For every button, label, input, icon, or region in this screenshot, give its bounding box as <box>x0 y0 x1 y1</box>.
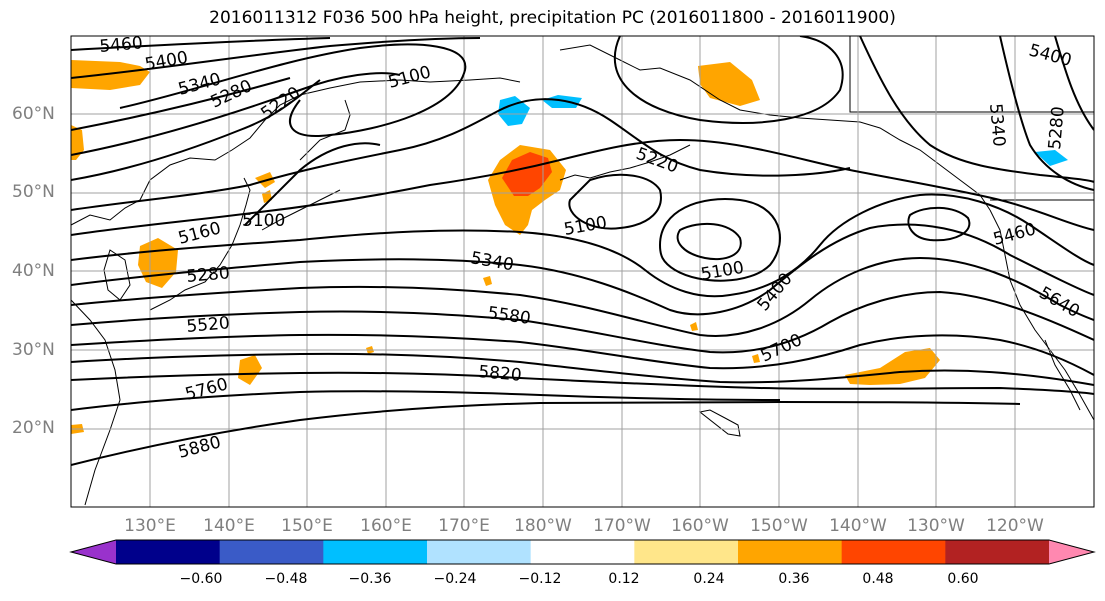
lon-label: 170°W <box>593 516 651 536</box>
colorbar-segment <box>738 540 843 564</box>
coastline-baja <box>1044 339 1081 411</box>
coastline-asia <box>71 77 521 226</box>
lon-label: 130°W <box>907 516 965 536</box>
colorbar-segment <box>945 540 1050 564</box>
colorbar-tick-label: −0.48 <box>264 571 308 587</box>
lon-label: 120°W <box>986 516 1044 536</box>
lon-label: 130°E <box>124 516 176 536</box>
coastlines <box>71 36 1094 506</box>
coastline-kamchatka <box>299 99 351 161</box>
colorbar-extend-min <box>71 540 116 564</box>
height-contours <box>71 36 1094 466</box>
contour-line <box>71 138 1094 236</box>
colorbar-segment <box>116 540 221 564</box>
contour-line <box>244 142 381 226</box>
contour-line <box>71 333 1094 376</box>
contour-label: 5520 <box>186 313 231 337</box>
colorbar-tick-label: −0.36 <box>348 571 392 587</box>
contour-label: 5280 <box>1045 106 1069 151</box>
colorbar-tick-label: 0.24 <box>693 571 725 587</box>
coastline-kurils <box>261 189 341 231</box>
lat-label: 50°N <box>12 182 55 202</box>
colorbar-segment <box>634 540 739 564</box>
contour-line <box>676 222 742 260</box>
colorbar-tick-label: −0.12 <box>518 571 562 587</box>
contour-line <box>71 223 1094 316</box>
shading-patch <box>1035 150 1068 166</box>
lat-label: 60°N <box>12 104 55 124</box>
contour-line <box>71 371 1094 395</box>
contour-line <box>71 79 321 181</box>
colorbar-segment <box>219 540 324 564</box>
contour-line <box>71 256 1094 337</box>
contour-line <box>119 43 467 137</box>
shading-patch <box>238 355 262 385</box>
shading-patch <box>502 152 552 196</box>
map-frame <box>70 35 1095 508</box>
lat-label: 30°N <box>12 340 55 360</box>
lon-label: 150°E <box>281 516 333 536</box>
contour-line <box>658 198 781 282</box>
shading-patch <box>71 60 150 90</box>
map-title: 2016011312 F036 500 hPa height, precipit… <box>209 8 896 28</box>
colorbar-segment <box>841 540 946 564</box>
colorbar-tick-label: 0.36 <box>778 571 810 587</box>
contour-line <box>71 72 401 156</box>
contour-label: 5280 <box>186 263 231 287</box>
colorbar-segments <box>71 540 1094 564</box>
colorbar-tick-label: 0.48 <box>862 571 894 587</box>
contour-line <box>1054 36 1094 131</box>
contour-label: 5340 <box>985 103 1009 148</box>
colorbar-tick-label: −0.24 <box>433 571 477 587</box>
coastline-aleutians <box>559 144 691 181</box>
contour-line <box>71 290 1094 354</box>
contour-line <box>71 401 1021 466</box>
shading-patch <box>542 95 582 108</box>
colorbar-tick-label: 0.12 <box>608 571 640 587</box>
colorbar-segment <box>323 540 428 564</box>
lat-label: 20°N <box>12 418 55 438</box>
colorbar-segment <box>530 540 635 564</box>
shading-patch <box>698 62 760 106</box>
shading-patch <box>71 125 84 160</box>
colorbar-extend-max <box>1049 540 1094 564</box>
colorbar-outline <box>69 539 1096 565</box>
contour-line <box>71 77 291 131</box>
contour-label: 5820 <box>478 362 523 386</box>
lon-label: 160°E <box>360 516 412 536</box>
lon-label: 140°W <box>829 516 887 536</box>
lat-label: 40°N <box>12 261 55 281</box>
colorbar-tick-label: 0.60 <box>947 571 979 587</box>
shading-patch <box>752 354 760 363</box>
contour-line <box>71 37 331 51</box>
contour-line <box>859 36 1094 183</box>
contour-label: 5460 <box>99 33 144 57</box>
contour-line <box>71 390 781 411</box>
coastline-north-america <box>989 209 1094 421</box>
lon-label: 150°W <box>750 516 808 536</box>
contour-line <box>568 173 662 230</box>
shading-patch <box>483 276 492 286</box>
lon-label: 180°W <box>514 516 572 536</box>
contour-line <box>71 193 1094 298</box>
lon-label: 140°E <box>203 516 255 536</box>
shading-patch <box>690 322 698 331</box>
coastline-alaska <box>559 44 991 211</box>
contour-label: 5100 <box>242 211 285 231</box>
contour-line <box>999 36 1094 191</box>
lon-label: 170°E <box>438 516 490 536</box>
lon-label: 160°W <box>671 516 729 536</box>
contour-line <box>71 352 1094 386</box>
contour-line <box>71 37 481 79</box>
contour-line <box>71 98 851 211</box>
colorbar-segment <box>427 540 532 564</box>
coastline-hawaii <box>698 409 741 437</box>
shading-patch <box>498 96 530 126</box>
contour-line <box>613 36 844 124</box>
coastline-canada-border <box>849 36 1094 113</box>
colorbar-tick-label: −0.60 <box>179 571 223 587</box>
